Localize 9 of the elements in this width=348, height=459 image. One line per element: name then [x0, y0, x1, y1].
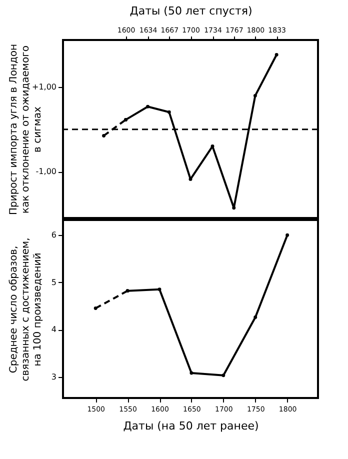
y-tick-label: +1,00	[32, 82, 56, 92]
y-tick-label: 3	[51, 372, 56, 382]
y-axis-title: Среднее число образов, связанных с достижением, на 100 произведений	[8, 238, 44, 382]
y-tick-label: 4	[51, 325, 56, 334]
y-tick-label: -1,00	[36, 167, 56, 176]
y-tick-label: 5	[51, 278, 56, 287]
x-axis-title: Даты (50 лет спустя)	[130, 4, 252, 18]
x-axis-title: Даты (на 50 лет ранее)	[123, 420, 259, 432]
y-tick-label: 6	[51, 230, 56, 240]
